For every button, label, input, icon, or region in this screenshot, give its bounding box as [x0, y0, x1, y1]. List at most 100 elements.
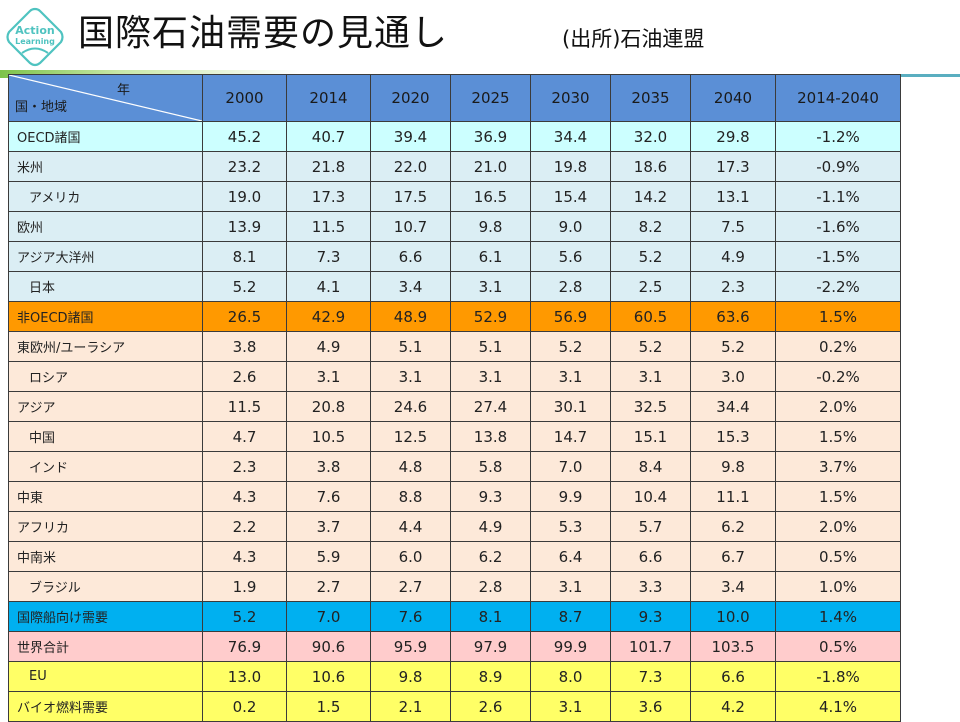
table-row: OECD諸国 45.2 40.7 39.4 36.9 34.4 32.0 29.8 -1.2%: [8, 121, 901, 152]
demand-value-cell: 9.3: [450, 481, 531, 512]
demand-value-cell: 4.9: [690, 241, 776, 272]
region-label: アジア: [8, 391, 203, 422]
demand-value-cell: 5.2: [530, 331, 611, 362]
growth-rate-cell: -0.2%: [775, 361, 901, 392]
demand-value-cell: 7.0: [530, 451, 611, 482]
demand-value-cell: 76.9: [202, 631, 287, 662]
demand-value-cell: 52.9: [450, 301, 531, 332]
demand-value-cell: 20.8: [286, 391, 371, 422]
demand-value-cell: 5.1: [370, 331, 451, 362]
demand-value-cell: 34.4: [690, 391, 776, 422]
demand-value-cell: 14.7: [530, 421, 611, 452]
demand-value-cell: 4.2: [690, 691, 776, 722]
region-label: 米州: [8, 151, 203, 182]
demand-value-cell: 8.8: [370, 481, 451, 512]
demand-value-cell: 99.9: [530, 631, 611, 662]
demand-value-cell: 24.6: [370, 391, 451, 422]
decorative-teal-line: [900, 74, 960, 77]
demand-value-cell: 4.1: [286, 271, 371, 302]
demand-value-cell: 17.5: [370, 181, 451, 212]
demand-value-cell: 10.7: [370, 211, 451, 242]
growth-rate-cell: 4.1%: [775, 691, 901, 722]
region-label: EU: [8, 661, 203, 692]
demand-value-cell: 9.8: [370, 661, 451, 692]
demand-value-cell: 4.3: [202, 481, 287, 512]
demand-value-cell: 11.5: [286, 211, 371, 242]
demand-value-cell: 3.1: [610, 361, 691, 392]
growth-rate-cell: -1.8%: [775, 661, 901, 692]
demand-value-cell: 56.9: [530, 301, 611, 332]
region-label: 中南米: [8, 541, 203, 572]
growth-rate-cell: 1.5%: [775, 301, 901, 332]
growth-rate-cell: 3.7%: [775, 451, 901, 482]
table-row: アメリカ 19.0 17.3 17.5 16.5 15.4 14.2 13.1 -1.1%: [8, 181, 901, 212]
growth-rate-cell: 1.5%: [775, 421, 901, 452]
demand-value-cell: 6.6: [610, 541, 691, 572]
demand-value-cell: 48.9: [370, 301, 451, 332]
demand-value-cell: 97.9: [450, 631, 531, 662]
demand-value-cell: 8.9: [450, 661, 531, 692]
year-axis-label: 年: [116, 83, 130, 98]
demand-value-cell: 2.3: [690, 271, 776, 302]
demand-value-cell: 39.4: [370, 121, 451, 152]
demand-value-cell: 36.9: [450, 121, 531, 152]
demand-value-cell: 8.0: [530, 661, 611, 692]
demand-value-cell: 1.5: [286, 691, 371, 722]
growth-rate-cell: -1.1%: [775, 181, 901, 212]
region-label: ロシア: [8, 361, 203, 392]
demand-value-cell: 8.1: [450, 601, 531, 632]
table-row: 非OECD諸国 26.5 42.9 48.9 52.9 56.9 60.5 63.6 1.5%: [8, 301, 901, 332]
demand-value-cell: 3.1: [450, 271, 531, 302]
demand-value-cell: 2.1: [370, 691, 451, 722]
page-title: 国際石油需要の見通し: [78, 13, 449, 54]
region-label: 中東: [8, 481, 203, 512]
demand-value-cell: 6.2: [690, 511, 776, 542]
demand-value-cell: 15.4: [530, 181, 611, 212]
demand-value-cell: 9.0: [530, 211, 611, 242]
demand-value-cell: 0.2: [202, 691, 287, 722]
demand-value-cell: 3.1: [286, 361, 371, 392]
demand-value-cell: 1.9: [202, 571, 287, 602]
table-row: 米州 23.2 21.8 22.0 21.0 19.8 18.6 17.3 -0.9%: [8, 151, 901, 182]
region-label: 日本: [8, 271, 203, 302]
region-label: OECD諸国: [8, 121, 203, 152]
source-note: (出所)石油連盟: [562, 27, 705, 51]
column-header: 2040: [690, 74, 776, 122]
table-row: 中東 4.3 7.6 8.8 9.3 9.9 10.4 11.1 1.5%: [8, 481, 901, 512]
demand-value-cell: 42.9: [286, 301, 371, 332]
demand-value-cell: 16.5: [450, 181, 531, 212]
demand-value-cell: 3.4: [370, 271, 451, 302]
growth-rate-cell: -1.5%: [775, 241, 901, 272]
demand-value-cell: 3.0: [690, 361, 776, 392]
svg-text:Learning: Learning: [15, 37, 55, 46]
table-row: 中国 4.7 10.5 12.5 13.8 14.7 15.1 15.3 1.5%: [8, 421, 901, 452]
demand-value-cell: 5.1: [450, 331, 531, 362]
region-label: 中国: [8, 421, 203, 452]
demand-value-cell: 9.8: [450, 211, 531, 242]
region-label: 世界合計: [8, 631, 203, 662]
demand-value-cell: 5.3: [530, 511, 611, 542]
table-row: 日本 5.2 4.1 3.4 3.1 2.8 2.5 2.3 -2.2%: [8, 271, 901, 302]
demand-value-cell: 14.2: [610, 181, 691, 212]
demand-value-cell: 5.2: [202, 271, 287, 302]
growth-rate-cell: -1.2%: [775, 121, 901, 152]
table-row: インド 2.3 3.8 4.8 5.8 7.0 8.4 9.8 3.7%: [8, 451, 901, 482]
column-header: 2030: [530, 74, 611, 122]
demand-value-cell: 10.4: [610, 481, 691, 512]
growth-rate-cell: 0.5%: [775, 631, 901, 662]
demand-value-cell: 15.1: [610, 421, 691, 452]
demand-value-cell: 21.8: [286, 151, 371, 182]
demand-value-cell: 8.4: [610, 451, 691, 482]
column-header: 2020: [370, 74, 451, 122]
growth-rate-cell: 2.0%: [775, 391, 901, 422]
demand-value-cell: 3.1: [530, 691, 611, 722]
table-row: 欧州 13.9 11.5 10.7 9.8 9.0 8.2 7.5 -1.6%: [8, 211, 901, 242]
demand-value-cell: 22.0: [370, 151, 451, 182]
demand-value-cell: 6.6: [370, 241, 451, 272]
demand-value-cell: 2.6: [450, 691, 531, 722]
table-row: バイオ燃料需要 0.2 1.5 2.1 2.6 3.1 3.6 4.2 4.1%: [8, 691, 901, 722]
demand-value-cell: 32.0: [610, 121, 691, 152]
table-row: 中南米 4.3 5.9 6.0 6.2 6.4 6.6 6.7 0.5%: [8, 541, 901, 572]
demand-value-cell: 6.6: [690, 661, 776, 692]
demand-value-cell: 7.3: [286, 241, 371, 272]
